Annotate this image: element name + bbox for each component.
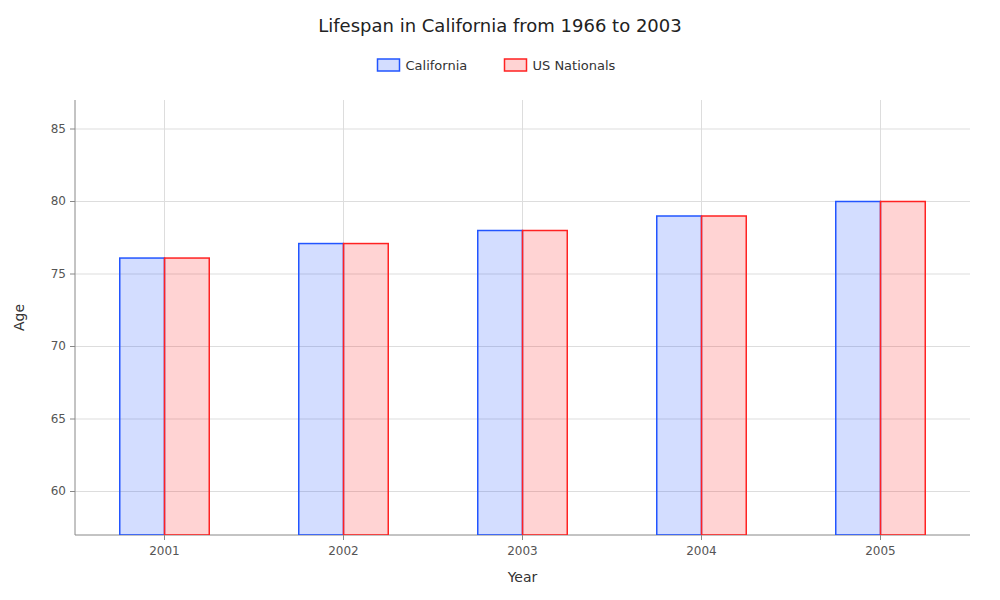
bar <box>299 244 344 535</box>
x-tick-label: 2001 <box>149 544 180 558</box>
x-axis-label: Year <box>507 569 538 585</box>
legend: California US Nationals <box>378 58 616 73</box>
x-tick <box>880 535 881 540</box>
legend-label: California <box>406 58 468 73</box>
y-axis: 60 65 70 75 80 85 <box>51 122 75 499</box>
x-tick-label: 2002 <box>328 544 359 558</box>
y-tick <box>70 491 75 492</box>
x-tick-label: 2003 <box>507 544 538 558</box>
y-tick-label: 80 <box>51 194 66 208</box>
chart-svg: 60 65 70 75 80 85 2001 2002 2003 2004 2005 Year Age L… <box>0 0 1000 600</box>
bar <box>120 258 165 535</box>
y-tick <box>70 419 75 420</box>
legend-item: California <box>378 58 468 73</box>
legend-swatch <box>378 59 400 71</box>
y-tick-label: 85 <box>51 122 66 136</box>
grid <box>75 100 970 535</box>
y-tick-label: 70 <box>51 339 66 353</box>
chart-container: 60 65 70 75 80 85 2001 2002 2003 2004 2005 Year Age L… <box>0 0 1000 600</box>
bar <box>657 216 702 535</box>
series-bars <box>120 202 881 536</box>
legend-item: US Nationals <box>505 58 616 73</box>
y-tick-label: 75 <box>51 267 66 281</box>
x-tick <box>522 535 523 540</box>
bar <box>836 202 881 536</box>
x-tick-label: 2004 <box>686 544 717 558</box>
x-tick <box>343 535 344 540</box>
legend-label: US Nationals <box>533 58 616 73</box>
background <box>0 0 1000 600</box>
bar <box>702 216 747 535</box>
bar <box>881 202 926 536</box>
y-tick <box>70 129 75 130</box>
bar <box>344 244 389 535</box>
y-axis-line <box>75 100 76 535</box>
x-tick-label: 2005 <box>865 544 896 558</box>
y-tick-label: 60 <box>51 484 66 498</box>
y-tick <box>70 201 75 202</box>
y-tick <box>70 274 75 275</box>
bar <box>165 258 210 535</box>
x-tick <box>701 535 702 540</box>
x-axis: 2001 2002 2003 2004 2005 <box>149 535 896 558</box>
bar <box>523 231 568 536</box>
legend-swatch <box>505 59 527 71</box>
bars <box>120 202 926 536</box>
y-axis-label: Age <box>11 304 27 331</box>
series-bars <box>165 202 926 536</box>
y-tick-label: 65 <box>51 412 66 426</box>
x-tick <box>164 535 165 540</box>
bar <box>478 231 523 536</box>
y-tick <box>70 346 75 347</box>
title: Lifespan in California from 1966 to 2003 <box>318 15 681 36</box>
